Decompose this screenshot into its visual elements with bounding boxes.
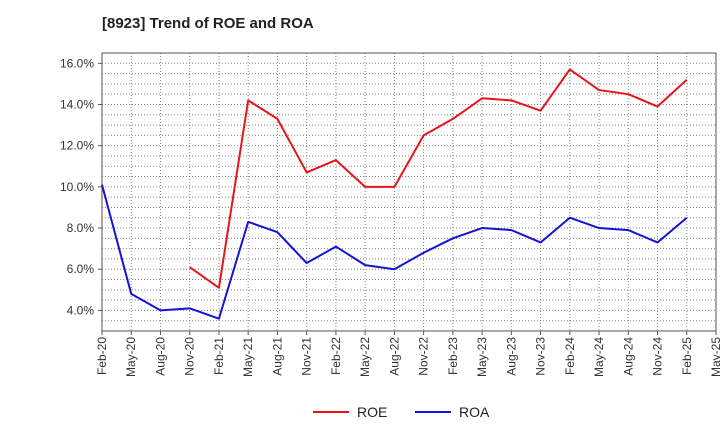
plot-frame <box>101 52 717 332</box>
y-tick-label: 10.0% <box>60 180 94 194</box>
y-tick-label: 14.0% <box>60 97 94 111</box>
x-tick-label: Feb-22 <box>329 337 343 375</box>
legend: ROE ROA <box>0 404 720 426</box>
series-line-roe <box>189 68 688 289</box>
x-tick-label: Aug-23 <box>504 337 518 376</box>
x-tick-label: Nov-23 <box>534 337 548 376</box>
x-tick-label: May-24 <box>592 337 606 377</box>
x-tick-label: Feb-20 <box>95 337 109 375</box>
x-tick-label: Nov-21 <box>300 337 314 376</box>
legend-item-roa: ROA <box>415 404 489 420</box>
x-tick-label: Aug-20 <box>153 337 167 376</box>
x-tick-label: Aug-21 <box>270 337 284 376</box>
legend-swatch-roa <box>415 411 451 413</box>
series-line-roa <box>101 184 688 320</box>
x-tick-label: Aug-24 <box>621 337 635 376</box>
y-tick-label: 16.0% <box>60 56 94 70</box>
x-tick-label: May-23 <box>475 337 489 377</box>
y-tick-label: 12.0% <box>60 139 94 153</box>
x-tick-label: Aug-22 <box>387 337 401 376</box>
x-tick-label: Feb-23 <box>446 337 460 375</box>
x-tick-label: Nov-24 <box>651 337 665 376</box>
x-tick-label: Feb-24 <box>563 337 577 375</box>
y-tick-label: 8.0% <box>67 221 95 235</box>
x-tick-label: May-20 <box>124 337 138 377</box>
x-tick-label: May-22 <box>358 337 372 377</box>
legend-item-roe: ROE <box>313 404 387 420</box>
x-tick-label: Feb-25 <box>680 337 694 375</box>
legend-label-roa: ROA <box>459 404 490 420</box>
legend-label-roe: ROE <box>357 404 388 420</box>
legend-swatch-roe <box>313 411 349 413</box>
y-tick-label: 6.0% <box>67 262 95 276</box>
x-tick-label: Nov-20 <box>183 337 197 376</box>
x-tick-label: May-25 <box>709 337 720 377</box>
x-tick-label: May-21 <box>241 337 255 377</box>
y-tick-label: 4.0% <box>67 303 95 317</box>
chart-title: [8923] Trend of ROE and ROA <box>102 15 314 32</box>
x-tick-label: Feb-21 <box>212 337 226 375</box>
x-tick-label: Nov-22 <box>417 337 431 376</box>
